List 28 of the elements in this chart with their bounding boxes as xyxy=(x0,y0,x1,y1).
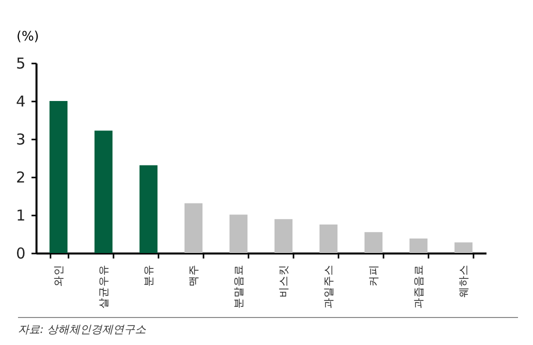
x-tick-label: 와인 xyxy=(53,264,65,286)
y-tick-label: 5 xyxy=(16,54,26,72)
bar xyxy=(140,165,158,253)
bar xyxy=(320,224,338,253)
bar xyxy=(364,232,382,253)
x-tick-label: 맥주 xyxy=(188,264,200,286)
x-tick-label: 살균우유 xyxy=(98,264,110,308)
bar xyxy=(410,238,428,253)
bar xyxy=(230,214,248,253)
bar xyxy=(94,130,112,253)
bar xyxy=(184,203,202,253)
x-tick-label: 분말음료 xyxy=(233,264,245,308)
bar xyxy=(454,242,472,253)
x-tick-label: 과즙음료 xyxy=(413,264,425,308)
x-tick-label: 비스킷 xyxy=(278,264,290,298)
y-axis-title: (%) xyxy=(16,30,39,44)
y-tick-label: 2 xyxy=(16,168,26,186)
x-tick-label: 분유 xyxy=(143,264,155,286)
y-tick-label: 0 xyxy=(16,244,26,262)
y-tick-label: 1 xyxy=(16,206,26,224)
bar xyxy=(50,101,68,253)
x-tick-label: 커피 xyxy=(368,264,380,286)
bar xyxy=(274,219,292,253)
y-tick-label: 4 xyxy=(16,92,26,110)
text: 자료: 상해체인경제연구소 xyxy=(18,322,146,337)
y-tick-label: 3 xyxy=(16,130,26,148)
x-tick-label: 웨하스 xyxy=(458,264,470,298)
x-tick-label: 과일주스 xyxy=(323,264,335,308)
